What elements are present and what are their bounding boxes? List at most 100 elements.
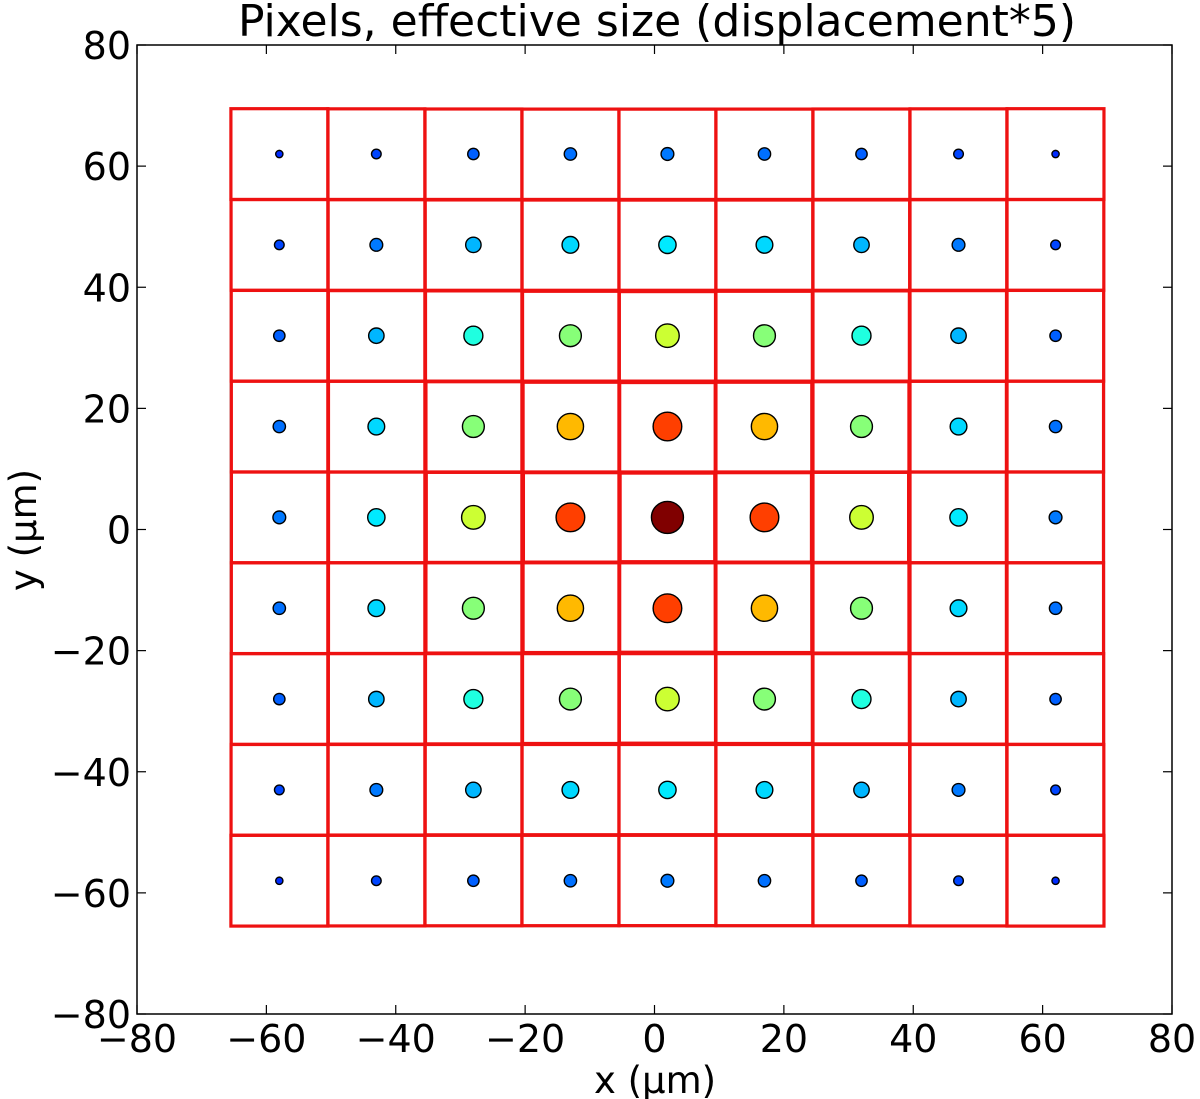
effective-pixel-outline xyxy=(1005,833,1106,928)
pixel-center-point xyxy=(464,781,482,799)
axis-ticks: −80 −60 −40 −20 0 20 40 60 80 −80 −60 −40 −20 0 20 40 60… xyxy=(51,24,1196,1061)
pixel-center-point xyxy=(950,690,967,708)
pixel-center-point xyxy=(1051,149,1060,159)
pixel-center-point xyxy=(370,148,382,160)
pixel-center-point xyxy=(654,686,680,712)
pixel-center-point xyxy=(757,873,772,888)
pixel-center-point xyxy=(757,147,772,161)
pixel-center-point xyxy=(949,599,968,618)
pixel-center-point xyxy=(563,873,578,888)
pixel-center-point xyxy=(1048,419,1063,434)
x-tick-label: 20 xyxy=(760,1017,808,1061)
pixel-center-point xyxy=(654,323,680,349)
pixel-center-point xyxy=(849,596,874,620)
pixel-center-point xyxy=(849,504,874,530)
y-tick-label: −60 xyxy=(51,872,131,916)
pixel-center-point xyxy=(849,414,874,439)
pixel-center-point xyxy=(750,412,779,441)
pixel-center-point xyxy=(1048,601,1063,616)
pixel-center-point xyxy=(951,782,966,797)
pixel-center-point xyxy=(555,502,586,533)
y-tick-label: 40 xyxy=(83,266,131,310)
pixel-center-point xyxy=(658,235,677,255)
y-axis-label: y (μm) xyxy=(2,469,45,591)
x-tick-label: −80 xyxy=(97,1017,177,1061)
x-tick-label: −60 xyxy=(226,1017,306,1061)
pixel-center-point xyxy=(463,688,484,710)
pixel-center-point xyxy=(369,237,384,252)
pixel-center-point xyxy=(851,325,872,346)
pixel-center-point xyxy=(853,781,870,799)
pixel-center-point xyxy=(652,411,683,442)
pixel-center-point xyxy=(561,235,580,254)
pixel-center-point xyxy=(949,508,968,527)
pixel-center-point xyxy=(660,146,675,162)
pixel-center-point xyxy=(660,873,675,888)
y-tick-label: 80 xyxy=(83,24,131,68)
x-tick-label: 0 xyxy=(642,1017,666,1061)
pixel-center-point xyxy=(556,594,585,623)
pixel-center-point xyxy=(464,236,482,254)
y-tick-label: −40 xyxy=(51,751,131,795)
pixel-center-point xyxy=(367,417,386,436)
pixel-center-point xyxy=(951,237,966,252)
pixel-center-point xyxy=(460,504,486,530)
pixel-center-point xyxy=(272,419,287,434)
pixel-center-point xyxy=(652,593,683,624)
pixel-center-point xyxy=(467,874,480,888)
pixel-center-point xyxy=(650,500,685,535)
pixel-center-point xyxy=(1049,329,1062,343)
pixel-center-point xyxy=(461,414,486,439)
pixel-center-point xyxy=(369,782,384,797)
x-tick-label: 80 xyxy=(1148,1017,1196,1061)
y-tick-label: 0 xyxy=(107,509,131,553)
pixel-center-point xyxy=(370,875,382,887)
pixel-center-point xyxy=(1050,239,1062,251)
pixel-center-point xyxy=(1048,510,1063,525)
y-tick-label: 20 xyxy=(83,387,131,431)
pixel-center-point xyxy=(752,324,777,348)
pixel-center-point xyxy=(755,780,774,799)
pixel-center-point xyxy=(953,875,965,887)
pixel-center-point xyxy=(853,236,870,254)
pixel-center-point xyxy=(1051,876,1060,886)
pixel-center-point xyxy=(558,324,583,348)
pixel-center-point xyxy=(273,239,285,251)
x-tick-label: −20 xyxy=(485,1017,565,1061)
y-tick-label: −20 xyxy=(51,630,131,674)
pixel-center-point xyxy=(563,147,578,161)
pixel-center-point xyxy=(855,874,868,888)
pixel-center-point xyxy=(272,601,287,616)
pixel-center-point xyxy=(1050,784,1062,796)
pixel-center-point xyxy=(658,780,677,800)
pixel-center-point xyxy=(950,327,967,345)
pixel-center-point xyxy=(461,596,486,620)
pixel-center-point xyxy=(467,147,480,161)
x-tick-label: −40 xyxy=(356,1017,436,1061)
pixel-center-point xyxy=(367,327,385,345)
pixel-center-point xyxy=(855,147,868,161)
pixel-center-point xyxy=(274,149,284,159)
x-tick-label: 40 xyxy=(889,1017,937,1061)
pixel-center-point xyxy=(755,235,774,254)
pixel-center-point xyxy=(463,325,484,346)
y-tick-label: −80 xyxy=(51,993,131,1037)
pixel-center-point xyxy=(561,780,580,799)
pixel-center-point xyxy=(367,599,386,618)
y-tick-label: 60 xyxy=(83,145,131,189)
pixel-center-point xyxy=(953,148,965,160)
pixel-center-point xyxy=(556,412,585,441)
pixel-center-point xyxy=(273,784,285,796)
pixel-center-point xyxy=(272,510,287,525)
x-tick-label: 60 xyxy=(1018,1017,1066,1061)
x-axis-label: x (μm) xyxy=(594,1059,716,1099)
pixel-center-point xyxy=(272,329,286,343)
pixel-center-point xyxy=(749,502,780,533)
pixel-center-point xyxy=(367,690,385,708)
pixel-center-point xyxy=(272,692,286,706)
pixel-center-point xyxy=(851,688,872,710)
pixel-center-point xyxy=(949,417,968,436)
pixel-center-point xyxy=(366,508,386,527)
